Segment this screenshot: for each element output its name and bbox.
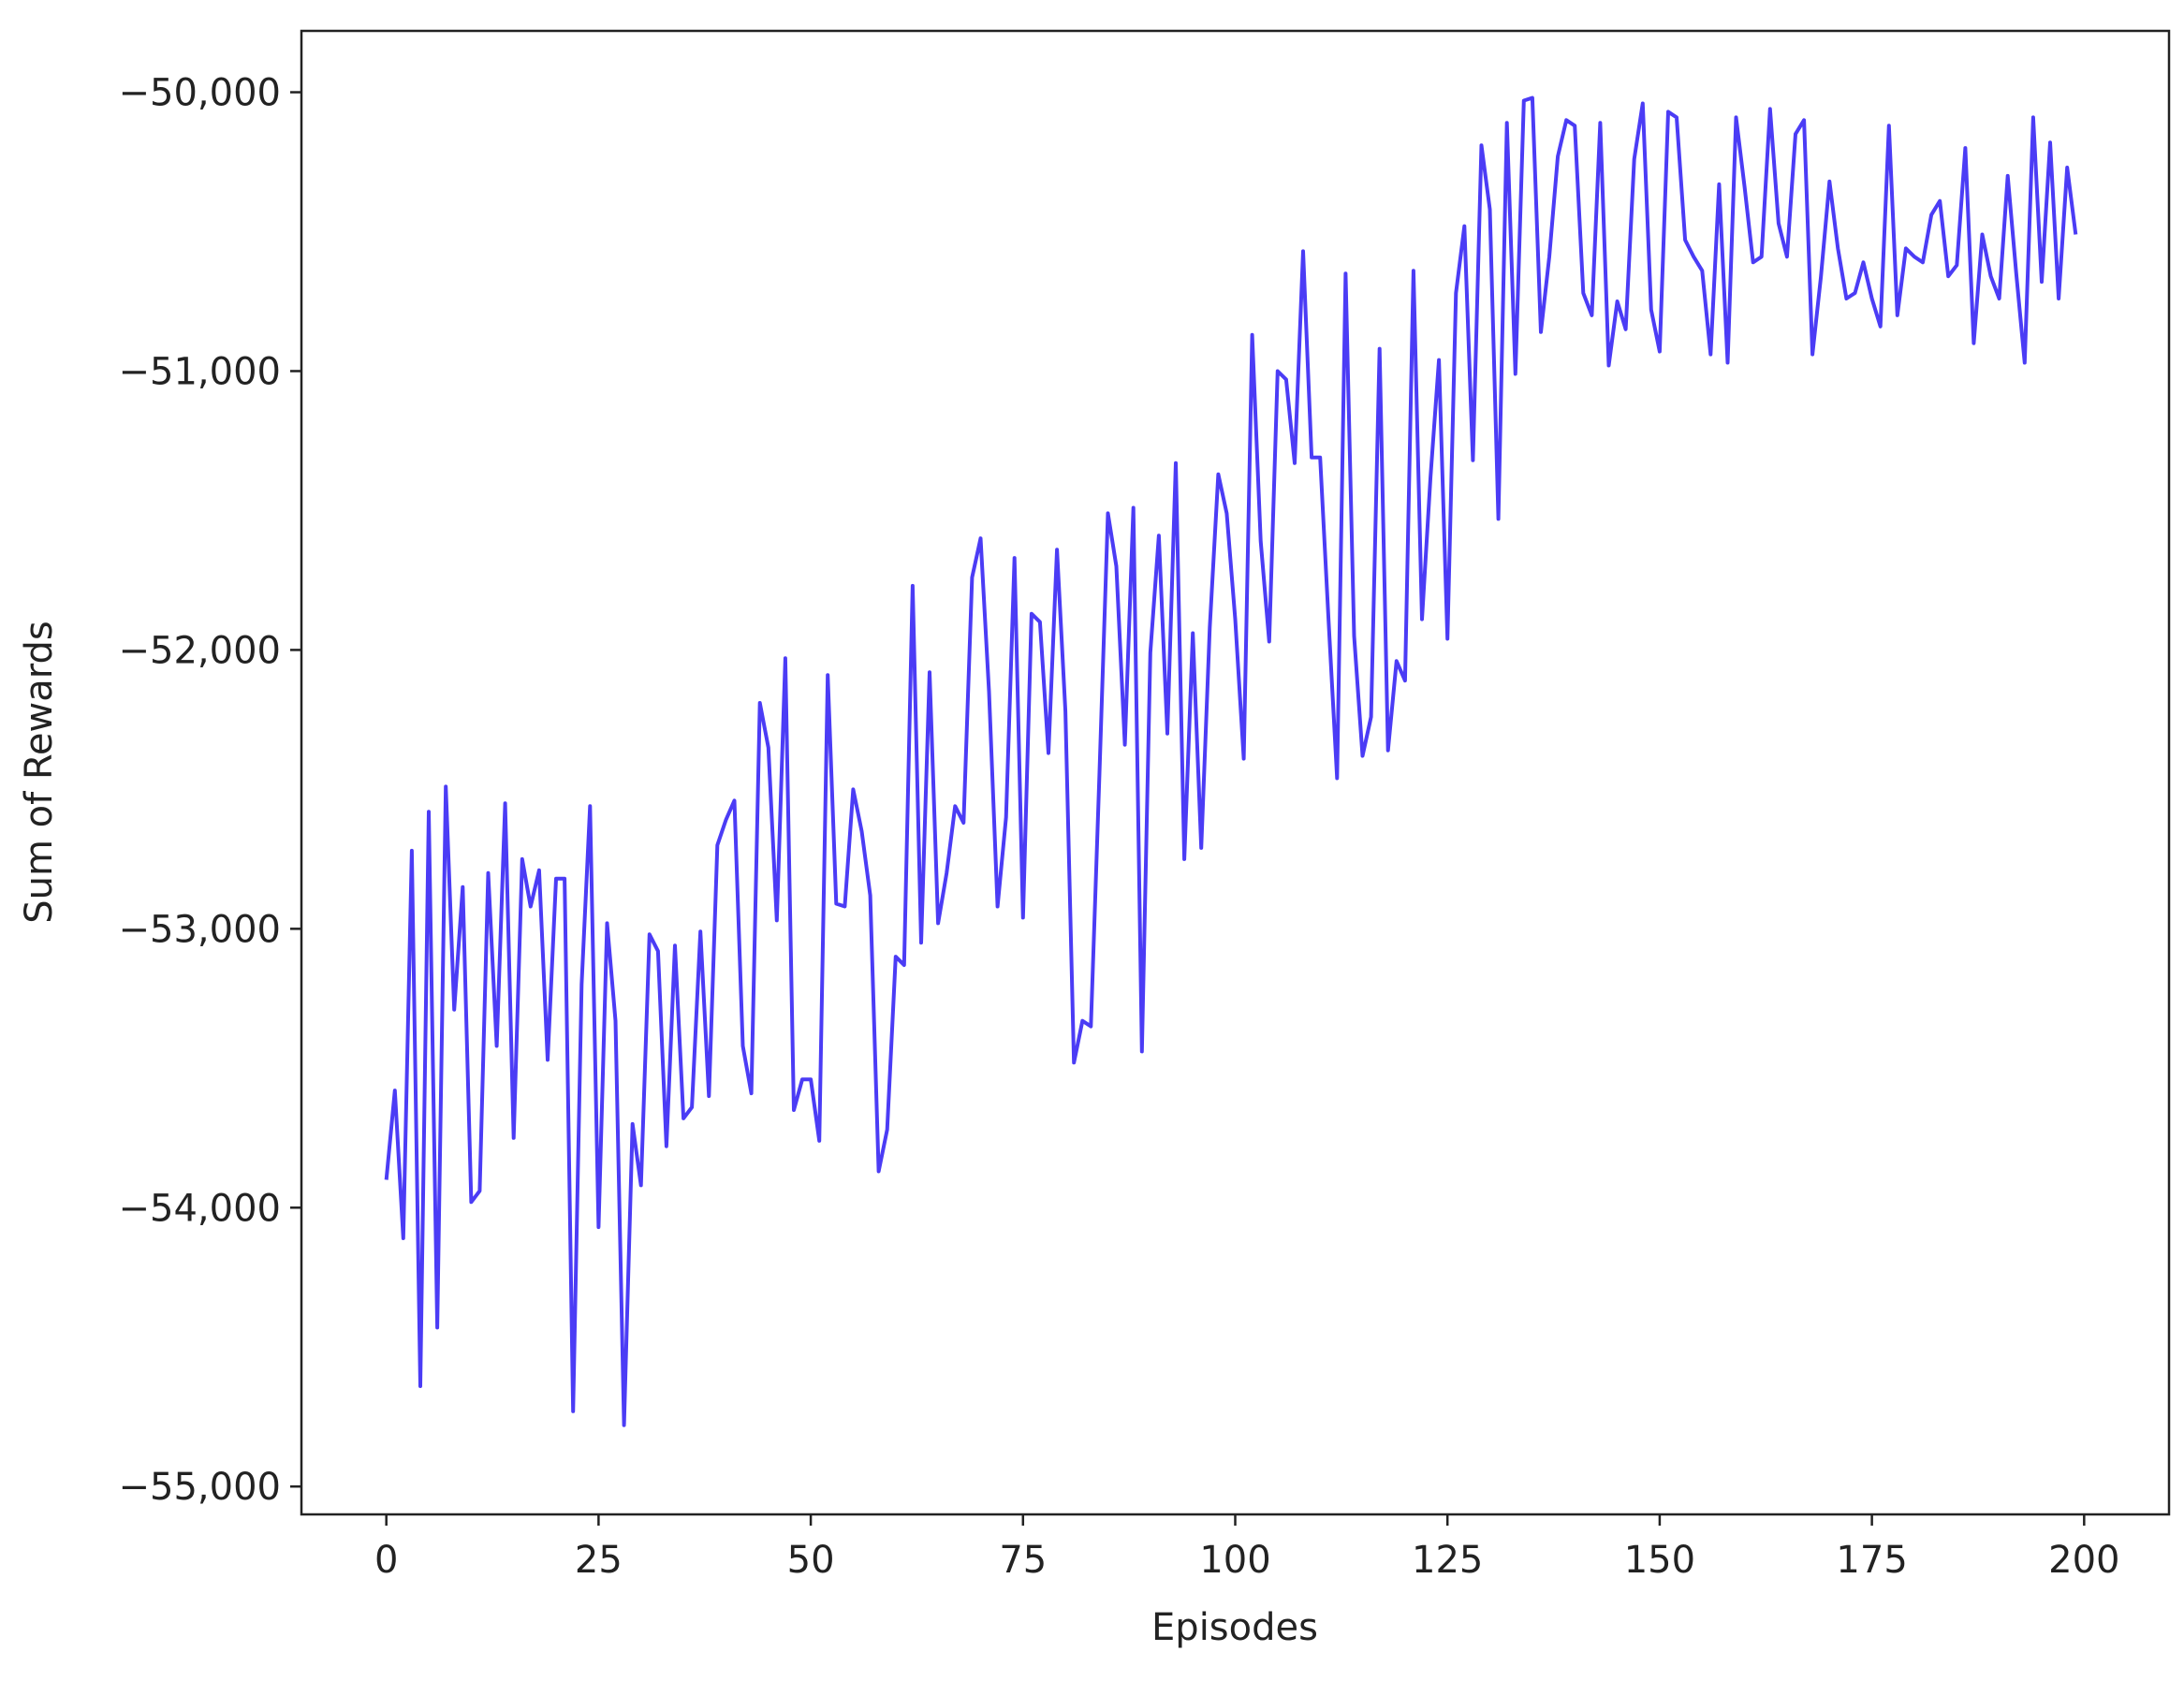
y-axis-label: Sum of Rewards — [18, 621, 61, 924]
x-tick-label: 175 — [1836, 1539, 1907, 1582]
x-axis-ticks: 0 25 50 75 100 125 150 175 200 — [374, 1514, 2119, 1582]
x-axis-label: Episodes — [1151, 1606, 1318, 1649]
x-tick-label: 150 — [1624, 1539, 1695, 1582]
plot-frame — [300, 29, 2171, 1516]
y-tick-label: −51,000 — [119, 350, 281, 393]
y-tick-label: −54,000 — [119, 1187, 281, 1230]
plot-area — [301, 31, 2169, 1514]
x-tick-label: 200 — [2048, 1539, 2119, 1582]
y-tick-label: −55,000 — [119, 1466, 281, 1509]
y-tick-label: −50,000 — [119, 72, 281, 115]
series-line-0 — [384, 95, 2078, 1427]
x-tick-label: 50 — [787, 1539, 835, 1582]
x-tick-label: 100 — [1199, 1539, 1270, 1582]
y-axis-ticks: −55,000 −54,000 −53,000 −52,000 −51,000 −50,0… — [119, 72, 301, 1509]
y-tick-label: −53,000 — [119, 908, 281, 951]
x-tick-label: 75 — [999, 1539, 1047, 1582]
x-tick-label: 25 — [575, 1539, 623, 1582]
y-tick-label: −52,000 — [119, 629, 281, 672]
series-layer — [384, 95, 2078, 1427]
x-tick-label: 0 — [374, 1539, 398, 1582]
x-tick-label: 125 — [1412, 1539, 1483, 1582]
